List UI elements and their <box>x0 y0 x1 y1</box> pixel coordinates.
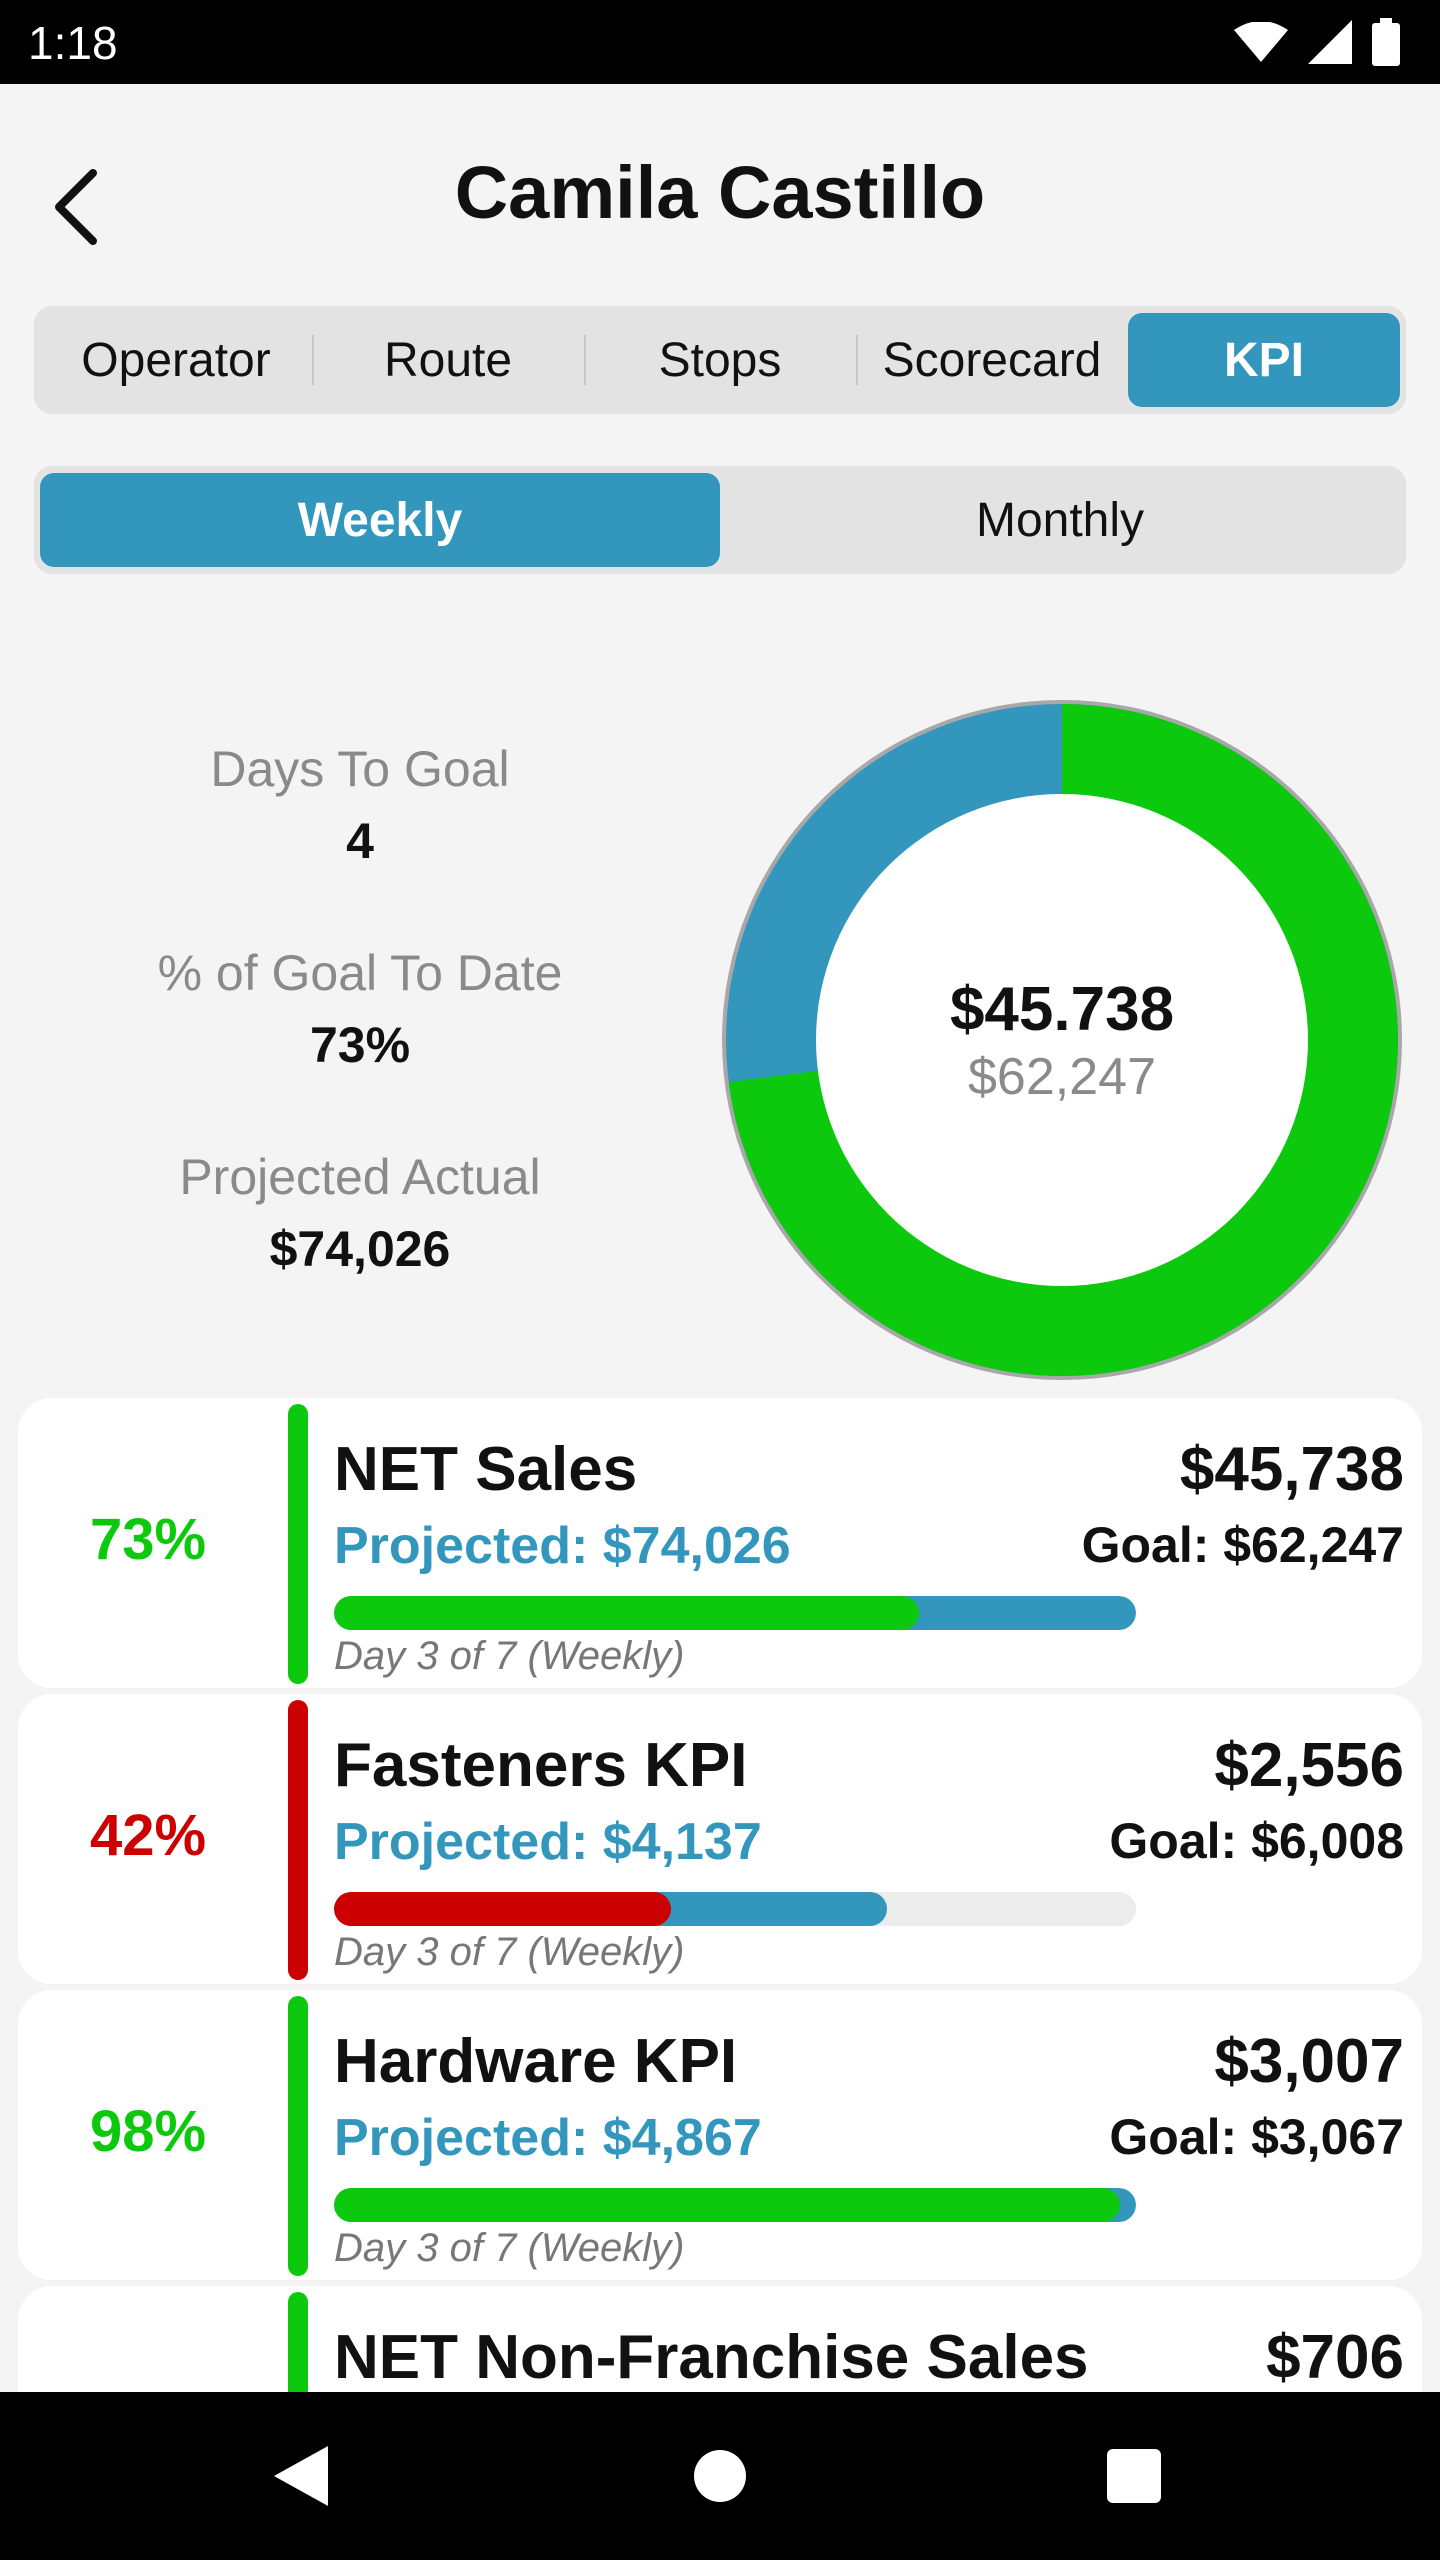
kpi-status-bar <box>288 1404 308 1684</box>
kpi-card-net-non-franchise[interactable]: NET Non-Franchise Sales $706 <box>18 2286 1422 2392</box>
kpi-percent: 98% <box>89 2099 207 2164</box>
projected-actual-value: $74,026 <box>269 1221 451 1277</box>
pct-goal-value: 73% <box>309 1017 411 1073</box>
kpi-status-bar <box>288 1996 308 2276</box>
kpi-actual: $3,007 <box>1214 2027 1404 2096</box>
donut-center: $45.738 $62,247 <box>720 698 1404 1382</box>
kpi-progress-actual <box>334 1892 671 1926</box>
summary-stats: Days To Goal 4 % of Goal To Date 73% Pro… <box>60 740 660 1352</box>
header: Camila Castillo <box>0 84 1440 304</box>
donut-actual-value: $45.738 <box>949 974 1175 1044</box>
system-nav-bar <box>0 2392 1440 2560</box>
kpi-card-hardware[interactable]: 98% Hardware KPI Projected: $4,867 $3,00… <box>18 1990 1422 2280</box>
kpi-progress-bar <box>334 1892 1136 1926</box>
kpi-card-fasteners[interactable]: 42% Fasteners KPI Projected: $4,137 $2,5… <box>18 1694 1422 1984</box>
kpi-progress-bar <box>334 1596 1136 1630</box>
tab-kpi[interactable]: KPI <box>1128 313 1400 407</box>
days-to-goal: Days To Goal 4 <box>60 740 660 944</box>
kpi-goal: Goal: $6,008 <box>1109 1813 1404 1869</box>
circle-home-icon <box>694 2450 746 2502</box>
kpi-actual: $706 <box>1266 2323 1404 2392</box>
days-to-goal-label: Days To Goal <box>210 741 510 797</box>
period-toggle: Weekly Monthly <box>34 466 1406 574</box>
kpi-progress-bar <box>334 2188 1136 2222</box>
kpi-card-net-sales[interactable]: 73% NET Sales Projected: $74,026 $45,738… <box>18 1398 1422 1688</box>
weekly-toggle[interactable]: Weekly <box>40 473 720 567</box>
kpi-projected: Projected: $74,026 <box>334 1517 791 1575</box>
days-to-goal-value: 4 <box>346 813 374 869</box>
kpi-projected: Projected: $4,867 <box>334 2109 762 2167</box>
kpi-percent: 42% <box>89 1803 207 1868</box>
kpi-name: Hardware KPI <box>334 2027 738 2096</box>
tab-route[interactable]: Route <box>312 313 584 407</box>
pct-goal-label: % of Goal To Date <box>157 945 563 1001</box>
goal-donut: $45.738 $62,247 <box>720 698 1404 1382</box>
tab-stops[interactable]: Stops <box>584 313 856 407</box>
signal-icon <box>1308 20 1352 64</box>
kpi-day: Day 3 of 7 (Weekly) <box>334 1930 685 1974</box>
kpi-percent: 73% <box>89 1507 207 1572</box>
kpi-progress-actual <box>334 2188 1120 2222</box>
monthly-toggle[interactable]: Monthly <box>975 493 1145 547</box>
kpi-list: 73% NET Sales Projected: $74,026 $45,738… <box>18 1398 1422 2392</box>
page-title: Camila Castillo <box>454 151 986 234</box>
projected-actual-label: Projected Actual <box>179 1149 541 1205</box>
kpi-progress-actual <box>334 1596 920 1630</box>
kpi-goal: Goal: $3,067 <box>1109 2109 1404 2165</box>
kpi-status-bar <box>288 2292 308 2392</box>
status-bar: 1:18 <box>0 0 1440 84</box>
kpi-actual: $2,556 <box>1214 1731 1404 1800</box>
donut-goal-value: $62,247 <box>968 1047 1156 1106</box>
nav-back-button[interactable] <box>260 2436 340 2516</box>
projected-actual: Projected Actual $74,026 <box>60 1148 660 1352</box>
battery-icon <box>1372 18 1400 66</box>
kpi-day: Day 3 of 7 (Weekly) <box>334 2226 685 2270</box>
square-recents-icon <box>1107 2449 1161 2503</box>
tab-operator[interactable]: Operator <box>81 333 271 387</box>
kpi-goal: Goal: $62,247 <box>1081 1517 1404 1573</box>
wifi-icon <box>1234 22 1288 62</box>
goal-donut-chart <box>722 700 1402 1380</box>
kpi-status-bar <box>288 1700 308 1980</box>
nav-recents-button[interactable] <box>1094 2436 1174 2516</box>
kpi-name: Fasteners KPI <box>334 1731 748 1800</box>
tab-bar: Operator Route Stops Scorecard KPI <box>34 306 1406 414</box>
kpi-projected: Projected: $4,137 <box>334 1813 762 1871</box>
nav-home-button[interactable] <box>680 2436 760 2516</box>
status-time: 1:18 <box>28 17 118 69</box>
kpi-day: Day 3 of 7 (Weekly) <box>334 1634 685 1678</box>
pct-goal-to-date: % of Goal To Date 73% <box>60 944 660 1148</box>
triangle-back-icon <box>274 2446 328 2506</box>
kpi-name: NET Non-Franchise Sales <box>334 2323 1089 2392</box>
tab-scorecard[interactable]: Scorecard <box>856 313 1128 407</box>
chevron-left-icon <box>55 169 97 245</box>
status-icons <box>1234 18 1400 66</box>
kpi-actual: $45,738 <box>1179 1435 1404 1504</box>
back-button[interactable] <box>36 152 116 262</box>
kpi-name: NET Sales <box>334 1435 638 1504</box>
